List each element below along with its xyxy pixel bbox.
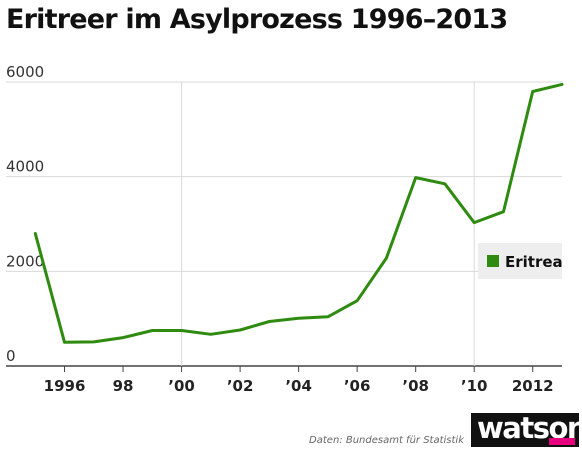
- y-tick-label: 2000: [6, 252, 44, 270]
- source-note: Daten: Bundesamt für Statistik: [309, 435, 464, 446]
- legend-swatch: [487, 255, 499, 267]
- legend: Eritrea: [478, 243, 563, 279]
- x-axis-ticks: 1996 98 ’00 ’02 ’04 ’06 ’08 ’10 2012: [44, 366, 554, 395]
- x-tick-label: ’00: [168, 377, 195, 395]
- y-tick-label: 0: [6, 347, 16, 365]
- x-tick-label: 2012: [512, 377, 554, 395]
- series-line-eritrea: [33, 82, 564, 344]
- x-tick-label: ’06: [344, 377, 371, 395]
- watson-logo[interactable]: watson: [471, 411, 582, 447]
- legend-label: Eritrea: [505, 253, 563, 271]
- chart-title: Eritreer im Asylprozess 1996–2013: [6, 4, 508, 35]
- x-tick-label: ’04: [285, 377, 312, 395]
- y-tick-label: 4000: [6, 158, 44, 176]
- series-lines: [33, 82, 564, 344]
- x-tick-label: 1996: [44, 377, 86, 395]
- x-tick-label: ’02: [227, 377, 254, 395]
- y-tick-label: 6000: [6, 63, 44, 81]
- x-tick-label: 98: [113, 377, 134, 395]
- x-tick-label: ’10: [461, 377, 488, 395]
- x-tick-label: ’08: [402, 377, 429, 395]
- y-axis-ticks: 0 2000 4000 6000: [6, 63, 44, 365]
- grid-lines: [6, 81, 562, 367]
- logo-accent-bar: [549, 438, 575, 445]
